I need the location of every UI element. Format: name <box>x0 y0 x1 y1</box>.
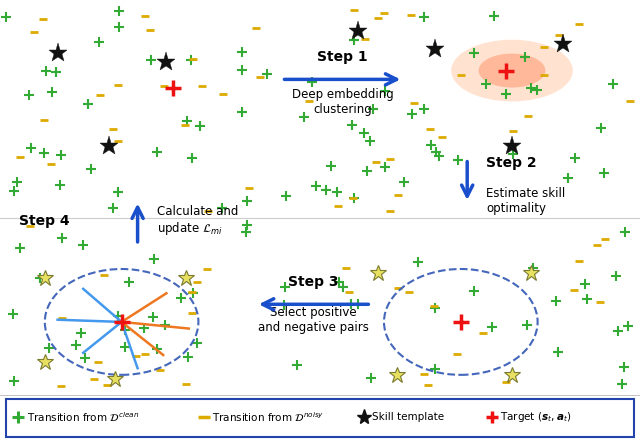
Text: Step 2: Step 2 <box>486 156 537 170</box>
Ellipse shape <box>479 53 545 87</box>
FancyBboxPatch shape <box>6 399 634 437</box>
Text: Estimate skill
optimality: Estimate skill optimality <box>486 187 566 215</box>
Text: Transition from $\mathcal{D}^{noisy}$: Transition from $\mathcal{D}^{noisy}$ <box>212 410 325 424</box>
Text: Calculate and
update $\mathcal{L}_{mi}$: Calculate and update $\mathcal{L}_{mi}$ <box>157 205 238 237</box>
Text: Step 4: Step 4 <box>19 213 70 228</box>
Text: Deep embedding
clustering: Deep embedding clustering <box>292 88 393 116</box>
Text: Step 3: Step 3 <box>289 275 339 289</box>
Text: Transition from $\mathcal{D}^{clean}$: Transition from $\mathcal{D}^{clean}$ <box>27 410 139 424</box>
Text: Target $(\boldsymbol{s}_t, \boldsymbol{a}_t)$: Target $(\boldsymbol{s}_t, \boldsymbol{a… <box>500 410 572 424</box>
Text: Select positive
and negative pairs: Select positive and negative pairs <box>258 306 369 334</box>
Text: Skill template: Skill template <box>372 412 445 422</box>
Ellipse shape <box>451 40 573 101</box>
Text: Step 1: Step 1 <box>317 50 368 64</box>
